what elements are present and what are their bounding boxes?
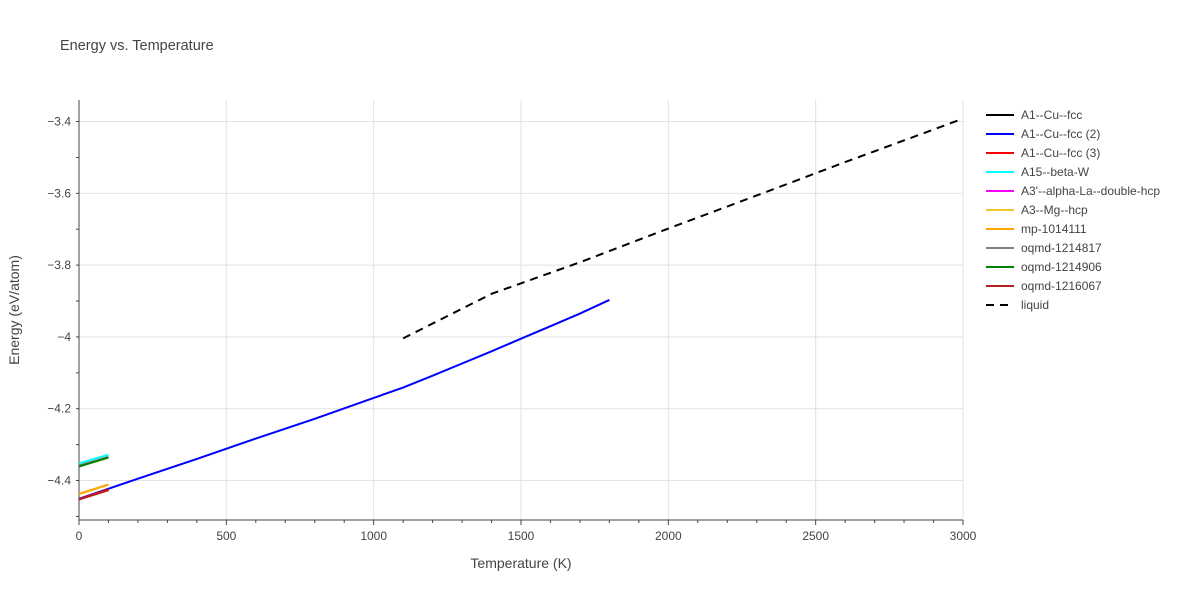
series-line-liquid xyxy=(402,117,964,340)
legend-label: A15--beta-W xyxy=(1021,165,1090,179)
series-line-a1-cu-fcc-2 xyxy=(78,299,610,500)
series-line-a15-beta-w xyxy=(78,453,109,465)
series-line-mp-1014111 xyxy=(78,483,109,495)
series-line-oqmd-1216067 xyxy=(78,489,109,501)
legend-label: A1--Cu--fcc (2) xyxy=(1021,127,1100,141)
y-tick-label: −3.6 xyxy=(47,186,71,200)
legend-label: oqmd-1216067 xyxy=(1021,279,1102,293)
x-tick-label: 500 xyxy=(216,529,236,543)
chart-title: Energy vs. Temperature xyxy=(60,38,214,54)
x-tick-label: 2000 xyxy=(655,529,682,543)
axis-layer: 0 500 1000 1500 2000 2500 3000 −3.4 −3.6 −3.8 −4 −4… xyxy=(47,100,977,543)
y-tick-label: −4.2 xyxy=(47,402,71,416)
legend-label: mp-1014111 xyxy=(1021,222,1087,236)
y-axis-label: Energy (eV/atom) xyxy=(6,255,22,365)
legend-label: A3--Mg--hcp xyxy=(1021,203,1088,217)
x-tick-label: 1500 xyxy=(508,529,535,543)
x-tick-label: 0 xyxy=(76,529,83,543)
series-line-oqmd-1214906 xyxy=(78,456,109,468)
y-tick-label: −4.4 xyxy=(47,474,71,488)
legend-label: liquid xyxy=(1021,298,1049,312)
legend-label: A1--Cu--fcc (3) xyxy=(1021,146,1100,160)
y-tick-label: −3.8 xyxy=(47,258,71,272)
x-tick-label: 3000 xyxy=(950,529,977,543)
x-axis-label: Temperature (K) xyxy=(470,555,571,571)
legend-label: oqmd-1214906 xyxy=(1021,260,1102,274)
y-tick-label: −4 xyxy=(57,330,71,344)
x-tick-label: 1000 xyxy=(360,529,387,543)
legend-label: oqmd-1214817 xyxy=(1021,241,1102,255)
grid-layer xyxy=(79,100,964,520)
legend-label: A3'--alpha-La--double-hcp xyxy=(1021,184,1160,198)
legend: A1--Cu--fcc A1--Cu--fcc (2) A1--Cu--fcc (3… xyxy=(986,108,1160,312)
legend-label: A1--Cu--fcc xyxy=(1021,108,1082,122)
x-tick-label: 2500 xyxy=(802,529,829,543)
series-layer xyxy=(78,117,964,501)
y-tick-label: −3.4 xyxy=(47,115,71,129)
